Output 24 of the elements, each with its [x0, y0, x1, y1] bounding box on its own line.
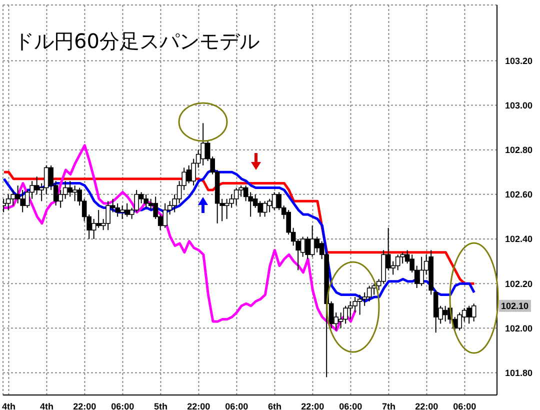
y-tick-label: 102.20: [505, 278, 533, 289]
x-tick-label: 06:00: [111, 401, 134, 410]
x-tick-label: 22:00: [73, 401, 96, 410]
x-tick-label: 06:00: [453, 401, 476, 410]
x-tick-label: 5th: [154, 401, 168, 410]
text: ドル円60分足スパンモデル: [14, 28, 260, 55]
x-tick-label: 6th: [268, 401, 282, 410]
y-tick-label: 103.00: [505, 100, 533, 110]
annotation: 102.10: [501, 300, 529, 311]
x-tick-label: 06:00: [225, 401, 248, 410]
y-tick-label: 102.00: [505, 323, 533, 334]
y-tick-label: 103.20: [505, 56, 533, 66]
line-series: [3, 144, 357, 332]
x-tick-label: 7th: [382, 401, 396, 410]
y-tick-label: 102.40: [505, 234, 533, 244]
x-tick-label: 4th: [40, 401, 54, 410]
y-tick-label: 101.80: [505, 368, 533, 378]
x-tick-label: 22:00: [415, 401, 438, 410]
x-tick-label: 22:00: [301, 401, 324, 410]
x-tick-label: 4th: [2, 401, 16, 410]
x-tick-label: 22:00: [187, 401, 210, 410]
y-tick-label: 102.80: [505, 145, 533, 156]
x-tick-label: 06:00: [339, 401, 362, 410]
y-tick-label: 102.60: [505, 190, 533, 200]
